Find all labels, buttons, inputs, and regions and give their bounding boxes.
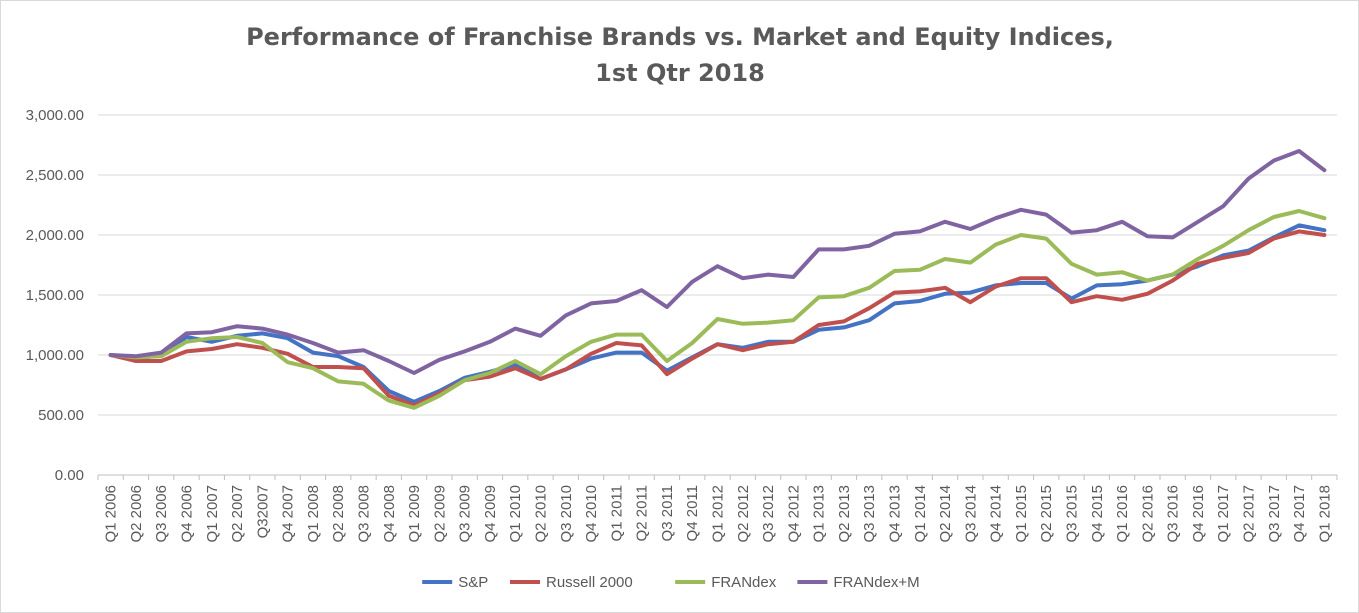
x-tick-label: Q3 2014: [962, 485, 979, 543]
x-tick-label: Q2 2016: [1139, 485, 1156, 543]
y-tick-label: 0.00: [55, 467, 84, 484]
x-tick-label: Q3 2017: [1266, 485, 1283, 543]
y-tick-label: 1,500.00: [26, 287, 84, 304]
x-tick-label: Q4 2014: [988, 485, 1005, 543]
series-line-2: [108, 209, 1327, 410]
legend: S&P Russell 2000 FRANdex FRANdex+M: [422, 574, 920, 591]
x-tick-label: Q1 2014: [912, 485, 929, 543]
x-tick-label: Q3 2012: [760, 485, 777, 543]
x-tick-label: Q2 2008: [330, 485, 347, 543]
x-tick-label: Q32007: [254, 485, 271, 538]
x-tick-label: Q2 2014: [937, 485, 954, 543]
legend-label: Russell 2000: [546, 574, 633, 591]
x-tick-label: Q1 2008: [305, 485, 322, 543]
x-tick-label: Q3 2011: [659, 485, 676, 541]
x-tick-label: Q2 2017: [1241, 485, 1258, 543]
x-tick-label: Q3 2015: [1064, 485, 1081, 543]
y-tick-label: 1,000.00: [26, 347, 84, 364]
x-tick-label: Q4 2013: [887, 485, 904, 543]
x-tick-label: Q4 2009: [482, 485, 499, 543]
x-tick-label: Q1 2017: [1215, 485, 1232, 543]
chart-title: Performance of Franchise Brands vs. Mark…: [246, 23, 1114, 87]
y-tick-label: 500.00: [38, 407, 84, 424]
x-tick-label: Q3 2016: [1165, 485, 1182, 543]
x-tick-label: Q4 2017: [1291, 485, 1308, 543]
x-tick-label: Q2 2011: [634, 485, 651, 541]
x-tick-label: Q2 2009: [431, 485, 448, 543]
x-tick-label: Q4 2007: [280, 485, 297, 543]
x-tick-label: Q1 2006: [103, 485, 120, 543]
y-tick-label: 3,000.00: [26, 107, 84, 124]
x-tick-label: Q2 2010: [533, 485, 550, 543]
legend-item: S&P: [422, 574, 488, 591]
x-tick-label: Q4 2012: [785, 485, 802, 543]
x-tick-label: Q4 2016: [1190, 485, 1207, 543]
chart-title-line-1: Performance of Franchise Brands vs. Mark…: [246, 23, 1114, 51]
legend-label: S&P: [458, 574, 488, 591]
x-tick-label: Q4 2015: [1089, 485, 1106, 543]
x-tick-label: Q2 2006: [128, 485, 145, 543]
x-tick-label: Q4 2006: [179, 485, 196, 543]
x-tick-label: Q1 2012: [710, 485, 727, 543]
series-line-3: [108, 149, 1327, 375]
chart-title-line-2: 1st Qtr 2018: [595, 59, 765, 87]
gridlines: [98, 114, 1337, 476]
x-tick-label: Q2 2015: [1038, 485, 1055, 543]
x-tick-label: Q1 2007: [204, 485, 221, 543]
y-axis: 0.00 500.00 1,000.00 1,500.00 2,000.00 2,500.…: [26, 107, 84, 484]
x-tick-label: Q3 2008: [356, 485, 373, 543]
x-tick-label: Q3 2013: [861, 485, 878, 543]
legend-item: FRANdex: [675, 574, 777, 591]
y-tick-label: 2,000.00: [26, 227, 84, 244]
x-tick-label: Q1 2015: [1013, 485, 1030, 543]
series-line-0: [108, 223, 1327, 404]
plot-area: [108, 149, 1327, 410]
x-tick-label: Q1 2016: [1114, 485, 1131, 543]
x-tick-label: Q1 2013: [811, 485, 828, 543]
x-tick-label: Q3 2006: [153, 485, 170, 543]
y-tick-label: 2,500.00: [26, 167, 84, 184]
legend-item: FRANdex+M: [797, 574, 920, 591]
legend-label: FRANdex: [711, 574, 777, 591]
x-tick-label: Q4 2010: [583, 485, 600, 543]
x-tick-label: Q1 2009: [406, 485, 423, 543]
x-tick-label: Q4 2008: [381, 485, 398, 543]
x-tick-label: Q1 2010: [507, 485, 524, 543]
legend-item: Russell 2000: [510, 574, 633, 591]
x-tick-label: Q1 2011: [608, 485, 625, 541]
x-tick-label: Q1 2018: [1316, 485, 1333, 543]
legend-label: FRANdex+M: [833, 574, 919, 591]
x-tick-label: Q2 2007: [229, 485, 246, 543]
x-tick-label: Q2 2012: [735, 485, 752, 543]
x-tick-label: Q2 2013: [836, 485, 853, 543]
x-tick-label: Q4 2011: [684, 485, 701, 541]
x-tick-label: Q3 2009: [457, 485, 474, 543]
x-tick-label: Q3 2010: [558, 485, 575, 543]
x-axis: Q1 2006 Q2 2006 Q3 2006 Q4 2006 Q1 2007 Q2 20…: [97, 475, 1338, 543]
